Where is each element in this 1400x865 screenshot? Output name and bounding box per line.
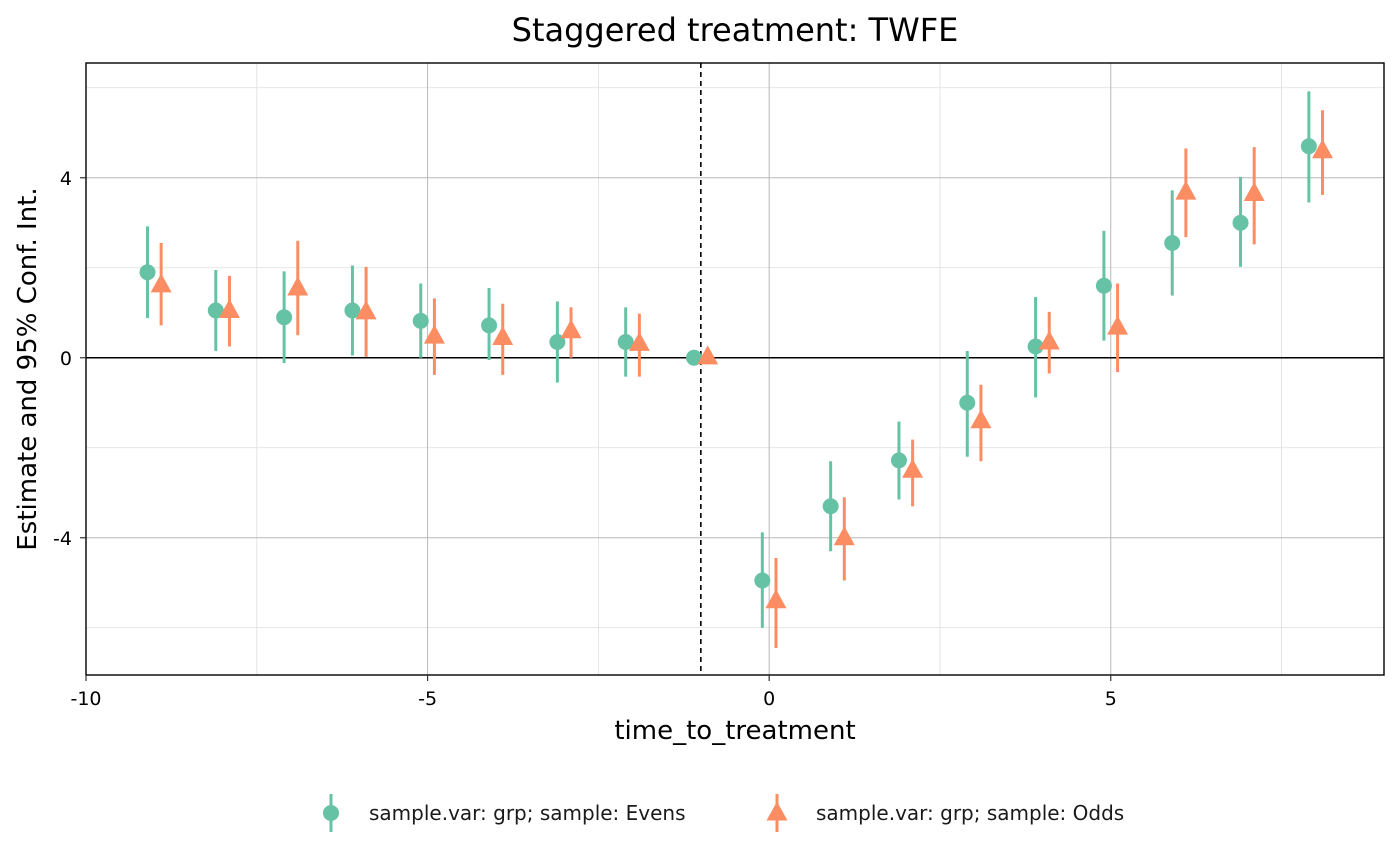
legend-key-triangle — [766, 801, 788, 821]
triangle-marker — [697, 345, 719, 365]
y-axis: -4 0 4 — [53, 168, 86, 550]
point-marker — [1095, 277, 1112, 294]
triangle-marker — [218, 299, 240, 318]
point-marker — [686, 349, 703, 366]
chart-title: Staggered treatment: TWFE — [512, 11, 959, 49]
legend-key-circle — [323, 805, 339, 821]
triangle-marker — [1243, 182, 1265, 201]
y-tick-label: 4 — [60, 168, 72, 190]
triangle-marker — [560, 319, 582, 339]
point-marker — [617, 334, 634, 350]
legend-item-2: sample.var: grp; sample: Odds — [766, 794, 1124, 832]
legend: sample.var: grp; sample: Evens sample.var… — [323, 794, 1124, 832]
reference-lines — [86, 63, 1384, 675]
x-axis-title: time_to_treatment — [614, 716, 855, 746]
point-marker — [822, 498, 839, 515]
y-tick-label: 0 — [60, 348, 72, 370]
point-marker — [959, 394, 976, 411]
x-tick-label: -5 — [418, 688, 437, 710]
point-marker — [1232, 214, 1249, 231]
triangle-marker — [287, 276, 309, 296]
triangle-marker — [970, 409, 992, 429]
legend-label: sample.var: grp; sample: Evens — [369, 801, 686, 825]
series-layer — [139, 91, 1334, 648]
x-axis: -10 -5 0 5 — [70, 675, 1117, 710]
point-marker — [1027, 338, 1044, 355]
series-2 — [150, 110, 1334, 648]
triangle-marker — [492, 326, 514, 345]
point-marker — [890, 452, 907, 469]
triangle-marker — [902, 458, 924, 478]
x-tick-label: -10 — [70, 688, 101, 710]
plot-panel-border — [85, 62, 1385, 676]
x-tick-label: 5 — [1105, 688, 1117, 710]
triangle-marker — [150, 273, 172, 293]
triangle-marker — [1038, 330, 1060, 350]
point-marker — [276, 309, 293, 326]
point-marker — [207, 302, 224, 319]
point-marker — [412, 312, 429, 329]
y-axis-title: Estimate and 95% Conf. Int. — [13, 187, 43, 550]
point-marker — [1164, 235, 1181, 251]
y-tick-label: -4 — [53, 528, 72, 550]
x-tick-label: 0 — [763, 688, 775, 710]
point-marker — [1300, 138, 1317, 155]
point-marker — [344, 302, 361, 319]
triangle-marker — [355, 300, 377, 320]
series-1 — [139, 91, 1317, 628]
triangle-marker — [1175, 180, 1197, 200]
triangle-marker — [1312, 139, 1334, 159]
point-marker — [481, 317, 498, 334]
triangle-marker — [1107, 315, 1129, 335]
legend-label: sample.var: grp; sample: Odds — [816, 801, 1124, 825]
point-marker — [754, 572, 771, 589]
minor-grid — [86, 63, 1384, 675]
point-marker — [139, 264, 156, 281]
triangle-marker — [423, 324, 445, 344]
legend-item-1: sample.var: grp; sample: Evens — [323, 794, 686, 832]
triangle-marker — [765, 589, 787, 609]
triangle-marker — [833, 526, 855, 546]
triangle-marker — [628, 331, 650, 351]
major-grid — [85, 63, 1384, 675]
